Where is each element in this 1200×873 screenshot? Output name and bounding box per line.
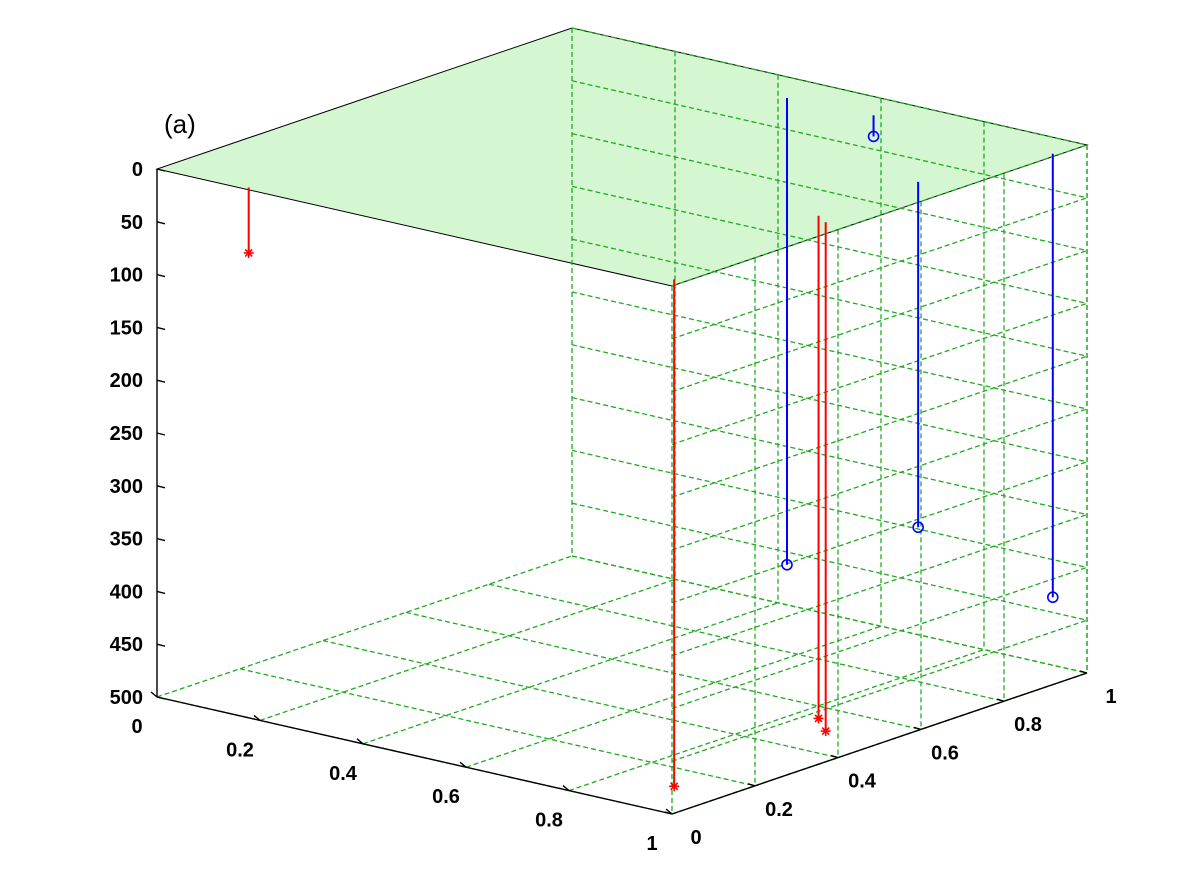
y-tick-label: 0 xyxy=(690,827,701,849)
z-tick-mark xyxy=(156,696,166,700)
z-tick-mark xyxy=(156,432,166,436)
red-asterisk-marker xyxy=(669,781,680,792)
grid-line-side-wall-z xyxy=(571,132,1088,252)
x-tick-label: 0.6 xyxy=(432,786,460,808)
grid-line-back-wall-z xyxy=(671,408,1088,551)
red-asterisk-marker xyxy=(243,247,254,258)
grid-line-floor-x xyxy=(259,578,676,722)
panel-label: (a) xyxy=(164,109,196,139)
grid-line-floor-y xyxy=(239,668,756,787)
tick-labels: 0 50 100 150 200 250 300 350 400 450 500 0 0.2 0.4 0.6… xyxy=(110,159,1117,855)
x-tick-mark xyxy=(562,785,570,792)
z-tick-label: 100 xyxy=(110,265,143,287)
x-tick-label: 1 xyxy=(646,833,657,855)
grid-line-back-wall-z xyxy=(671,197,1088,340)
surface-plane xyxy=(155,27,1089,287)
grid-line-side-wall-z xyxy=(571,185,1088,305)
grid-line-side-wall-z xyxy=(571,344,1088,463)
z-tick-mark xyxy=(156,537,166,542)
grid-line-floor-y xyxy=(322,639,839,759)
x-tick-label: 0 xyxy=(131,716,142,738)
grid-line-back-wall-z xyxy=(671,461,1088,604)
grid-line-back-wall-z xyxy=(671,513,1088,657)
y-tick-label: 0.6 xyxy=(931,742,959,764)
blue-circle-marker xyxy=(867,130,880,143)
grid-line-side-wall-z xyxy=(571,449,1088,569)
blue-circle-marker xyxy=(912,521,924,534)
surface-plane-fill xyxy=(155,27,1089,287)
x-tick-label: 0.4 xyxy=(329,763,358,785)
x-tick-mark xyxy=(459,761,467,768)
z-tick-label: 500 xyxy=(110,687,143,709)
x-tick-mark xyxy=(150,691,158,698)
z-tick-mark xyxy=(156,168,166,172)
grid-line-floor-x xyxy=(156,555,573,698)
stem-series xyxy=(243,98,1059,792)
grid-line-floor-y xyxy=(571,555,1088,674)
x-tick-label: 0.8 xyxy=(535,810,563,832)
y-tick-label: 0.4 xyxy=(848,771,877,793)
y-axis-line xyxy=(671,672,1088,815)
z-tick-mark xyxy=(156,273,166,278)
x-tick-mark xyxy=(253,714,261,721)
grid-line-side-wall-z xyxy=(571,27,1088,146)
y-tick-mark xyxy=(747,783,756,787)
z-tick-label: 350 xyxy=(110,529,143,551)
z-tick-label: 0 xyxy=(132,159,143,181)
grid-line-back-wall-z xyxy=(671,619,1088,762)
grid-line-side-wall-z xyxy=(571,291,1088,410)
z-tick-label: 300 xyxy=(110,476,143,498)
z-tick-label: 250 xyxy=(110,423,143,445)
red-asterisk-marker xyxy=(820,726,831,737)
z-tick-label: 50 xyxy=(121,212,143,234)
grid-line-side-wall-z xyxy=(571,502,1088,621)
x-tick-mark xyxy=(356,738,364,745)
grid-line-side-wall-z xyxy=(571,238,1088,357)
axis-lines xyxy=(150,168,1088,815)
z-tick-label: 450 xyxy=(110,634,143,656)
grid-line-floor-y xyxy=(488,583,1005,702)
grid-line-side-wall-z xyxy=(571,396,1088,516)
z-tick-mark xyxy=(156,379,166,383)
grid-line-floor-y xyxy=(405,611,922,731)
z-tick-label: 400 xyxy=(110,581,143,603)
grid-lines xyxy=(156,27,1088,815)
x-axis-line xyxy=(156,696,673,815)
blue-circle-marker xyxy=(1047,591,1059,604)
asterisk-stroke xyxy=(244,248,253,258)
grid-line-floor-x xyxy=(362,602,779,745)
z-tick-mark xyxy=(156,590,166,595)
z-tick-mark xyxy=(156,221,166,225)
red-asterisk-marker xyxy=(813,713,824,724)
z-tick-label: 150 xyxy=(110,317,143,339)
y-tick-mark xyxy=(664,811,673,815)
asterisk-stroke xyxy=(814,714,823,723)
grid-line-back-wall-z xyxy=(671,355,1088,498)
y-tick-label: 0.8 xyxy=(1014,714,1042,736)
grid-line-floor-x xyxy=(568,648,985,792)
y-tick-mark xyxy=(913,726,922,731)
z-tick-mark xyxy=(156,485,166,489)
z-tick-mark xyxy=(156,643,166,647)
asterisk-stroke xyxy=(670,782,679,791)
grid-line-back-wall-z xyxy=(671,144,1088,287)
grid-line-back-wall-z xyxy=(671,302,1088,446)
asterisk-stroke xyxy=(821,727,830,736)
y-tick-label: 0.2 xyxy=(765,799,793,821)
y-tick-label: 1 xyxy=(1105,686,1116,708)
grid-line-back-wall-z xyxy=(671,566,1088,710)
blue-circle-marker xyxy=(781,558,793,571)
y-tick-mark xyxy=(830,754,839,759)
x-tick-label: 0.2 xyxy=(226,739,254,761)
z-tick-label: 200 xyxy=(110,370,143,392)
y-tick-mark xyxy=(1079,670,1088,674)
grid-line-back-wall-z xyxy=(671,249,1088,393)
z-tick-mark xyxy=(156,326,166,331)
y-tick-mark xyxy=(996,698,1005,702)
grid-line-side-wall-z xyxy=(571,80,1088,199)
